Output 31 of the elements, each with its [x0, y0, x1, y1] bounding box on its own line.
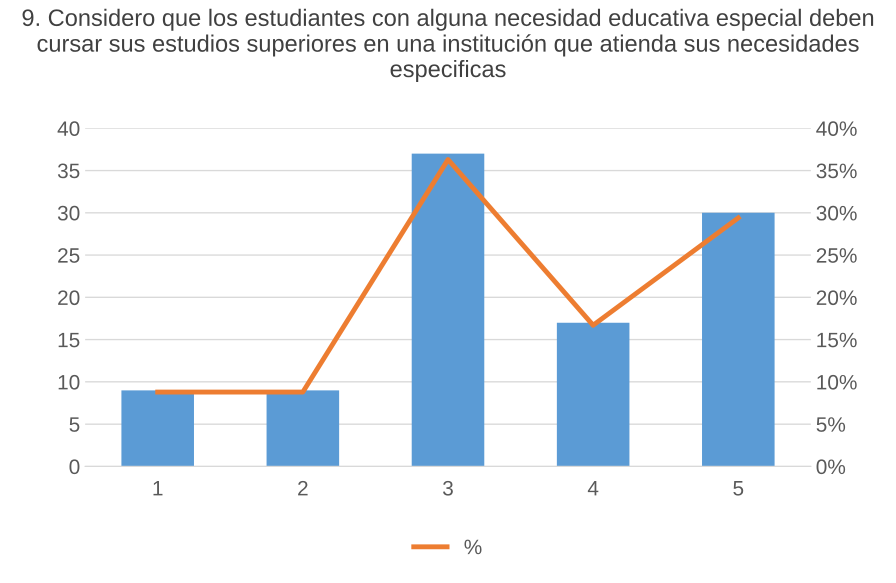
x-tick-label: 5 — [733, 481, 744, 496]
y-tick-label: 20 — [58, 290, 80, 306]
bar — [266, 390, 340, 466]
y-tick-label: 15 — [58, 332, 80, 348]
y2-tick-label: 30% — [816, 206, 857, 221]
y2-tick-label: 5% — [816, 417, 846, 432]
chart-title: 9. Considero que los estudiantes con alguna necesidad educativa especial deben cursar sus estudios superiores en una institución que atienda sus necesidades especificas — [22, 8, 874, 82]
x-tick-label: 3 — [443, 480, 453, 496]
y2-tick-label: 35% — [816, 164, 857, 178]
y2-tick-label: 25% — [816, 248, 857, 263]
y-tick-label: 25 — [58, 248, 80, 263]
x-tick-label: 2 — [298, 480, 308, 496]
bar — [702, 212, 775, 466]
x-tick-label: 4 — [588, 481, 598, 496]
y2-tick-label: 15% — [817, 332, 857, 348]
y-tick-label: 10 — [58, 374, 80, 390]
y-tick-label: 40 — [58, 121, 80, 136]
bar — [412, 154, 484, 466]
y-tick-label: 5 — [70, 417, 80, 432]
y2-tick-label: 20% — [816, 290, 857, 306]
y-tick-label: 35 — [58, 164, 80, 178]
y-tick-label: 30 — [58, 206, 80, 221]
y2-tick-label: 0% — [816, 459, 846, 474]
x-tick-label: 1 — [153, 481, 162, 496]
y2-tick-label: 40% — [816, 121, 857, 136]
y2-tick-label: 10% — [817, 374, 857, 390]
line-series — [155, 157, 741, 394]
legend-label: % — [464, 540, 482, 554]
y-tick-label: 0 — [69, 459, 80, 474]
bar — [556, 322, 630, 466]
bar — [121, 390, 194, 466]
